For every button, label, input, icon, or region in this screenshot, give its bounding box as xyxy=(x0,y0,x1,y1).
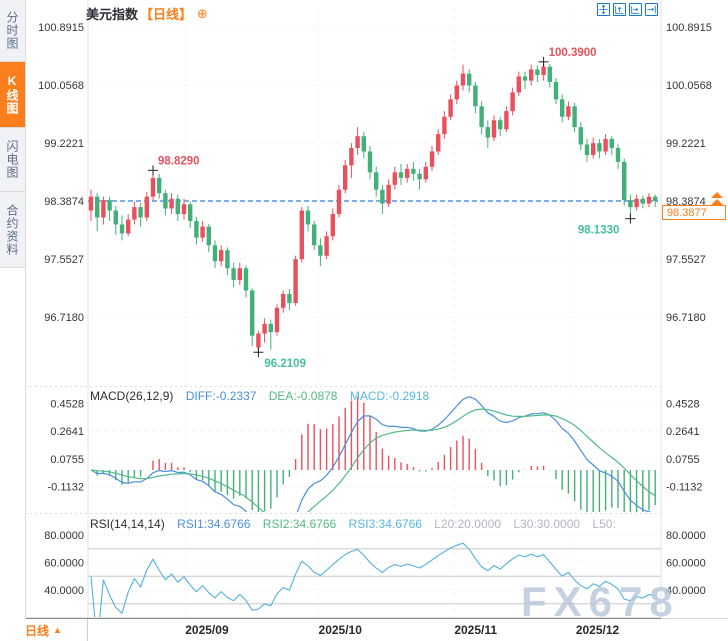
x-axis-date: 2025/09 xyxy=(185,623,229,637)
macd-macd-value: MACD:-0.2918 xyxy=(349,389,430,403)
svg-text:0.0755: 0.0755 xyxy=(666,454,700,466)
price-grid: 100.8915 100.8915 100.0568 100.0568 99.2221 9… xyxy=(38,22,712,324)
svg-text:0.0755: 0.0755 xyxy=(50,454,84,466)
candlestick-series xyxy=(88,61,658,353)
crosshair-icon xyxy=(599,4,608,15)
zoom-vertical-icon xyxy=(615,5,624,14)
svg-text:97.5527: 97.5527 xyxy=(666,254,706,266)
macd-name: MACD(26,12,9) xyxy=(90,389,174,403)
macd-pane xyxy=(90,396,656,512)
price-annotations: 98.8290 100.3900 96.2109 98.1330 xyxy=(148,47,636,370)
rsi1-value: RSI1:34.6766 xyxy=(177,517,251,531)
last-price-tag: 98.3877 xyxy=(662,205,726,220)
rsi-name: RSI(14,14,14) xyxy=(90,517,165,531)
svg-text:-0.1132: -0.1132 xyxy=(48,482,85,494)
x-axis-date: 2025/12 xyxy=(575,623,620,637)
svg-text:60.0000: 60.0000 xyxy=(44,558,84,570)
svg-text:100.8915: 100.8915 xyxy=(666,22,712,34)
rsi2-value: RSI2:34.6766 xyxy=(262,517,337,531)
period-label: 日线 xyxy=(25,623,50,638)
svg-text:100.0568: 100.0568 xyxy=(38,80,84,92)
svg-text:0.2641: 0.2641 xyxy=(666,426,700,438)
svg-text:99.2221: 99.2221 xyxy=(44,138,84,150)
svg-text:0.4528: 0.4528 xyxy=(666,399,700,411)
pan-right-icon xyxy=(647,5,656,14)
zoom-vertical-button[interactable] xyxy=(613,3,626,16)
macd-diff-value: DIFF:-0.2337 xyxy=(185,389,257,403)
macd-grid: 0.4528 0.4528 0.2641 0.2641 0.0755 0.0755 -0.1… xyxy=(48,399,703,494)
bottom-bar: 日线 ▲ 2025/09 2025/10 2025/11 2025/12 xyxy=(0,619,728,641)
macd-dea-value: DEA:-0.0878 xyxy=(268,389,338,403)
sidebar-tab-3[interactable]: 闪电图 xyxy=(0,128,25,192)
x-axis-date: 2025/11 xyxy=(454,623,498,637)
sidebar-tab-2[interactable]: K线图 xyxy=(0,62,25,128)
svg-text:100.0568: 100.0568 xyxy=(666,80,712,92)
svg-text:0.2641: 0.2641 xyxy=(50,426,84,438)
svg-text:0.4528: 0.4528 xyxy=(50,399,84,411)
svg-text:96.7180: 96.7180 xyxy=(666,312,706,324)
svg-text:100.3900: 100.3900 xyxy=(549,47,597,59)
sidebar-tab-4[interactable]: 合约资料 xyxy=(0,192,25,268)
svg-text:98.8290: 98.8290 xyxy=(158,155,200,167)
svg-text:80.0000: 80.0000 xyxy=(666,530,706,542)
rsi-l50-label: L50: xyxy=(592,517,616,531)
crosshair-button[interactable] xyxy=(597,3,610,16)
svg-text:60.0000: 60.0000 xyxy=(666,558,706,570)
sidebar: 分时图 K线图 闪电图 合约资料 xyxy=(0,0,26,619)
svg-text:97.5527: 97.5527 xyxy=(44,254,84,266)
svg-text:96.7180: 96.7180 xyxy=(44,312,84,324)
rsi-l20-label: L20:20.0000 xyxy=(434,517,501,531)
svg-text:98.3874: 98.3874 xyxy=(44,196,84,208)
rsi-grid: 80.0000 80.0000 60.0000 60.0000 40.0000 40.00… xyxy=(44,530,706,605)
chart-toolbar xyxy=(597,3,658,16)
zoom-horizontal-button[interactable] xyxy=(629,3,642,16)
svg-text:96.2109: 96.2109 xyxy=(264,358,306,370)
x-axis-date: 2025/10 xyxy=(318,623,362,637)
rsi-l30-label: L30:30.0000 xyxy=(513,517,581,531)
rsi-pane xyxy=(90,542,656,617)
svg-text:100.8915: 100.8915 xyxy=(38,22,84,34)
zoom-horizontal-icon xyxy=(631,5,640,14)
svg-text:-0.1132: -0.1132 xyxy=(666,482,703,494)
svg-text:99.2221: 99.2221 xyxy=(666,138,706,150)
svg-text:98.1330: 98.1330 xyxy=(578,225,620,237)
price-up-arrows-icon xyxy=(711,192,723,198)
chart-title-row: 美元指数 【日线】 ⊕ xyxy=(86,4,208,23)
add-indicator-icon[interactable]: ⊕ xyxy=(197,6,208,21)
period-tag: 【日线】 xyxy=(140,7,193,22)
rsi-header: RSI(14,14,14) RSI1:34.6766 RSI2:34.6766 … xyxy=(90,517,625,531)
svg-text:40.0000: 40.0000 xyxy=(44,585,84,597)
pan-right-button[interactable] xyxy=(645,3,658,16)
rsi3-value: RSI3:34.6766 xyxy=(348,517,422,531)
svg-text:80.0000: 80.0000 xyxy=(44,530,84,542)
instrument-title: 美元指数 xyxy=(86,7,139,22)
sidebar-tab-1[interactable]: 分时图 xyxy=(0,0,25,62)
triangle-up-icon: ▲ xyxy=(53,625,62,635)
macd-header: MACD(26,12,9) DIFF:-0.2337 DEA:-0.0878 M… xyxy=(90,389,438,403)
svg-text:40.0000: 40.0000 xyxy=(666,585,706,597)
period-selector[interactable]: 日线 ▲ xyxy=(0,619,88,641)
